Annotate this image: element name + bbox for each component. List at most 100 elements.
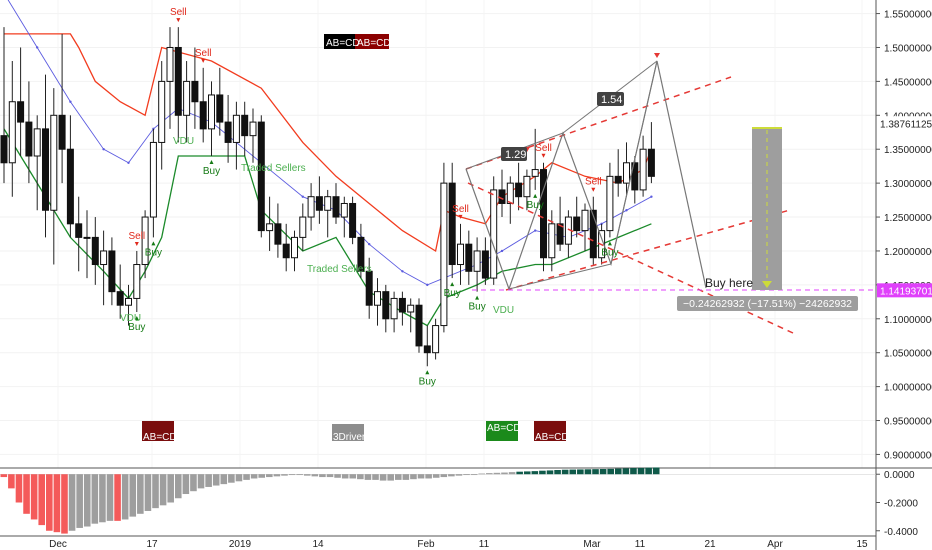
- osc-bar: [46, 474, 53, 531]
- candle-up: [623, 162, 630, 184]
- ema-line-point: [368, 242, 371, 246]
- candle-up: [149, 141, 157, 218]
- buy-signal-label: Buy: [527, 200, 544, 211]
- traded-sellers-label-2: Traded Sellers: [307, 264, 372, 275]
- osc-bar: [23, 474, 30, 514]
- ema-line-point: [426, 283, 429, 287]
- candle-down: [589, 209, 597, 259]
- osc-bar: [531, 471, 539, 475]
- time-tick-label: 21: [704, 539, 716, 550]
- osc-bar: [38, 474, 46, 526]
- buy-arrow-icon: [607, 241, 612, 246]
- buy-arrow-icon: [533, 193, 538, 198]
- ratio-box-1: [501, 147, 527, 161]
- ratio-label-1: 1.29: [505, 149, 526, 161]
- peak-marker-icon: [654, 53, 660, 58]
- time-tick-label: 14: [312, 539, 324, 550]
- upper-band-line: [4, 33, 653, 253]
- osc-bar: [311, 474, 319, 477]
- osc-bar: [349, 474, 357, 479]
- buy-here-label: Buy here: [705, 276, 753, 290]
- sell-signal-label: Sell: [585, 177, 602, 188]
- osc-bar: [296, 474, 303, 476]
- price-tick-label: 1.55000000: [884, 10, 932, 21]
- last-price-tag: [876, 116, 932, 132]
- candle-down: [199, 101, 207, 130]
- osc-bar: [76, 474, 83, 528]
- osc-bar: [159, 474, 167, 506]
- buy-arrow-icon: [450, 282, 455, 287]
- osc-bar: [212, 474, 220, 486]
- osc-bar: [144, 474, 152, 511]
- osc-bar: [205, 474, 212, 487]
- time-tick-label: 15: [856, 539, 868, 550]
- range-measure-label: −0.24262932 (−17.51%) −24262932: [683, 298, 852, 310]
- time-tick-label: Feb: [417, 539, 435, 550]
- osc-bar: [630, 468, 637, 475]
- candle-down: [423, 345, 431, 354]
- candle-down: [415, 304, 423, 347]
- osc-bar: [137, 474, 144, 514]
- candle-down: [481, 250, 489, 279]
- osc-bar: [319, 474, 326, 478]
- candle-down: [315, 196, 323, 211]
- candle-up: [606, 175, 614, 232]
- candle-up: [531, 169, 539, 177]
- candle-down: [357, 236, 365, 272]
- osc-bar: [463, 474, 470, 476]
- ema-line-point: [127, 161, 130, 164]
- osc-bar: [577, 469, 584, 475]
- osc-bar: [364, 474, 372, 480]
- price-tick-label: 1.25000000: [884, 213, 932, 224]
- ema-line-point: [650, 195, 653, 198]
- candle-up: [208, 94, 215, 130]
- buy-signal-label: Buy: [203, 166, 220, 177]
- osc-bar: [523, 471, 531, 475]
- time-tick-label: Mar: [583, 539, 601, 550]
- osc-bar: [273, 474, 281, 477]
- osc-bar: [584, 469, 592, 475]
- last-price-label: 1.38761125: [880, 120, 932, 131]
- ema-line-point: [625, 209, 628, 212]
- osc-tick-label: -0.2000: [884, 499, 918, 510]
- ema-line-point: [36, 46, 39, 49]
- osc-bar: [592, 469, 599, 475]
- candle-up: [523, 175, 531, 198]
- osc-bar: [455, 474, 463, 476]
- sell-arrow-icon: [541, 153, 546, 158]
- candle-down: [631, 162, 639, 191]
- pattern-leg-4: [610, 60, 658, 265]
- time-tick-label: 11: [479, 539, 490, 550]
- traded-sellers-label-1: Traded Sellers: [241, 163, 306, 174]
- sell-signal-label: Sell: [452, 204, 469, 215]
- abcd-top-label-1: AB=CD: [326, 38, 360, 49]
- osc-bar: [379, 474, 387, 481]
- time-tick-label: 11: [635, 539, 646, 550]
- time-tick-label: 17: [146, 539, 158, 550]
- osc-bar: [645, 467, 652, 475]
- candle-up: [50, 114, 58, 211]
- buy-signal-label: Buy: [601, 247, 618, 258]
- candle-up: [581, 209, 589, 232]
- candle-up: [440, 182, 448, 327]
- sell-arrow-icon: [176, 18, 181, 23]
- candle-up: [506, 182, 514, 204]
- osc-bar: [250, 474, 258, 479]
- abcd-box-3: [534, 421, 566, 441]
- osc-bar: [508, 472, 516, 475]
- candles: [0, 27, 655, 367]
- osc-bar: [0, 474, 8, 478]
- osc-bar: [303, 474, 311, 476]
- price-tick-label: 0.95000000: [884, 417, 932, 428]
- oscillator-pane: [0, 467, 876, 534]
- candle-down: [274, 223, 282, 245]
- candle-up: [100, 250, 108, 266]
- candle-down: [332, 196, 340, 218]
- price-tags: 1.38761125 1.14193701: [876, 116, 932, 298]
- candle-up: [340, 202, 348, 218]
- abcd-top-label-2: AB=CD: [357, 38, 391, 49]
- pattern-leg-2: [508, 263, 612, 290]
- candle-up: [473, 250, 481, 272]
- buy-signal-label: Buy: [468, 302, 485, 313]
